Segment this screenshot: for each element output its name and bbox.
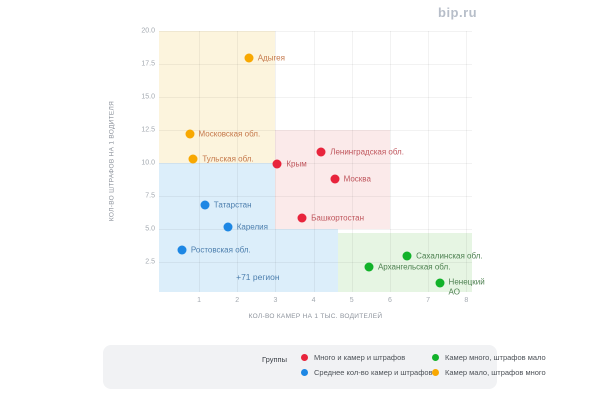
gridline-horizontal bbox=[159, 162, 472, 164]
legend-item: Камер мало, штрафов много bbox=[432, 367, 563, 378]
gridline-horizontal bbox=[159, 63, 472, 65]
data-point-label: Архангельская обл. bbox=[377, 262, 451, 272]
data-point[interactable] bbox=[435, 278, 445, 288]
data-point[interactable] bbox=[297, 213, 307, 223]
legend-item: Много и камер и штрафов bbox=[301, 352, 432, 363]
x-tick-label: 6 bbox=[387, 297, 392, 304]
zone-few-cameras-many-fines bbox=[159, 31, 276, 163]
data-point[interactable] bbox=[272, 159, 282, 169]
data-point[interactable] bbox=[177, 245, 187, 255]
gridline-vertical bbox=[428, 31, 430, 292]
gridline-horizontal bbox=[159, 129, 472, 131]
data-point-label: Московская обл. bbox=[198, 129, 261, 139]
legend: Группы Много и камер и штрафов Среднее ко… bbox=[103, 345, 546, 389]
data-point-label: Ленинградская обл. bbox=[330, 147, 404, 157]
x-tick-label: 3 bbox=[273, 297, 278, 304]
legend-color-dot bbox=[432, 369, 439, 376]
legend-title: Группы bbox=[262, 354, 287, 364]
x-tick-label: 8 bbox=[464, 297, 469, 304]
y-tick-label: 7.5 bbox=[145, 192, 155, 200]
data-point-label: Башкортостан bbox=[311, 212, 365, 222]
gridline-vertical bbox=[389, 31, 391, 292]
gridline-horizontal bbox=[159, 31, 472, 32]
data-point-label: Адыгея bbox=[257, 53, 285, 63]
x-tick-label: 7 bbox=[426, 297, 431, 304]
y-tick-label: 20.0 bbox=[141, 27, 155, 35]
x-tick-label: 4 bbox=[311, 297, 316, 304]
y-tick-label: 5.0 bbox=[145, 225, 155, 233]
y-tick-label: 10.0 bbox=[141, 159, 155, 167]
gridline-horizontal bbox=[159, 96, 472, 98]
data-point[interactable] bbox=[223, 222, 233, 232]
gridline-vertical bbox=[313, 31, 315, 292]
data-point-label: Ростовская обл. bbox=[190, 245, 251, 255]
data-point-label: Тульская обл. bbox=[202, 154, 254, 164]
data-point[interactable] bbox=[244, 53, 254, 63]
legend-color-dot bbox=[301, 369, 308, 376]
legend-item-label: Много и камер и штрафов bbox=[314, 353, 406, 362]
gridline-horizontal bbox=[159, 228, 472, 230]
x-axis-ticks: 1 2 3 4 5 6 7 8 bbox=[159, 297, 472, 307]
data-point[interactable] bbox=[316, 147, 326, 157]
data-point[interactable] bbox=[185, 129, 195, 139]
zone-many-cameras-few-fines bbox=[338, 232, 472, 292]
y-tick-label: 15.0 bbox=[141, 93, 155, 101]
data-point[interactable] bbox=[402, 251, 412, 261]
gridline-horizontal bbox=[159, 195, 472, 197]
site-logo: bip.ru bbox=[438, 5, 478, 20]
x-axis-title: КОЛ-ВО КАМЕР НА 1 ТЫС. ВОДИТЕЛЕЙ bbox=[248, 313, 383, 320]
data-point[interactable] bbox=[200, 200, 210, 210]
y-tick-label: 2.5 bbox=[145, 258, 155, 266]
plot-area: Ленинградская обл. Крым Москва Башкортостан… bbox=[159, 31, 485, 296]
x-tick-label: 5 bbox=[349, 297, 354, 304]
data-point-label: Сахалинская обл. bbox=[416, 251, 483, 261]
x-tick-label: 1 bbox=[197, 297, 202, 304]
legend-item-label: Камер много, штрафов мало bbox=[445, 353, 546, 362]
legend-item-label: Среднее кол-во камер и штрафов bbox=[314, 368, 433, 377]
legend-item-label: Камер мало, штрафов много bbox=[445, 368, 546, 377]
y-tick-label: 12.5 bbox=[141, 126, 155, 134]
gridline-vertical bbox=[351, 31, 353, 292]
gridline-vertical bbox=[237, 31, 239, 292]
data-point-label: Крым bbox=[286, 159, 307, 169]
data-point-label: Карелия bbox=[236, 222, 268, 232]
y-tick-label: 17.5 bbox=[141, 60, 155, 68]
legend-items: Много и камер и штрафов Среднее кол-во ка… bbox=[301, 352, 563, 378]
gridline-horizontal bbox=[159, 261, 472, 263]
gridline-vertical bbox=[199, 31, 201, 292]
legend-color-dot bbox=[432, 354, 439, 361]
data-point-label: Татарстан bbox=[213, 200, 252, 210]
more-regions-annotation: +71 регион bbox=[236, 271, 280, 282]
data-point[interactable] bbox=[188, 154, 198, 164]
data-point-label: Москва bbox=[343, 174, 371, 184]
legend-item: Камер много, штрафов мало bbox=[432, 352, 563, 363]
gridline-vertical bbox=[466, 31, 468, 292]
data-point[interactable] bbox=[364, 262, 374, 272]
data-point-label: Ненецкий АО bbox=[448, 277, 485, 297]
x-tick-label: 2 bbox=[235, 297, 240, 304]
legend-item: Среднее кол-во камер и штрафов bbox=[301, 367, 433, 378]
y-axis-title: КОЛ-ВО ШТРАФОВ НА 1 ВОДИТЕЛЯ bbox=[108, 100, 116, 222]
legend-color-dot bbox=[301, 354, 308, 361]
y-axis-ticks: 2.5 5.0 7.5 10.0 12.5 15.0 17.5 20.0 bbox=[121, 27, 155, 292]
data-point[interactable] bbox=[330, 174, 340, 184]
